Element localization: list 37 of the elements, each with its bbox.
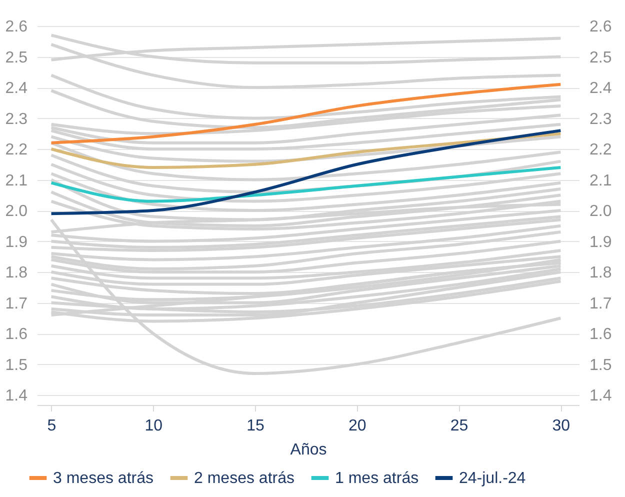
x-tick-label: 20 bbox=[348, 418, 366, 434]
y-tick-label: 2.4 bbox=[5, 80, 28, 97]
y2-tick-label: 2.0 bbox=[590, 203, 612, 220]
y2-tick-label: 1.7 bbox=[590, 295, 612, 312]
y-tick-label: 1.6 bbox=[5, 326, 28, 343]
y-tick-label: 2.2 bbox=[5, 142, 28, 158]
y2-tick-label: 2.5 bbox=[590, 49, 612, 66]
x-axis-title: Años bbox=[290, 442, 327, 458]
y-tick-label: 1.7 bbox=[5, 295, 28, 312]
x-tick-label: 25 bbox=[450, 418, 468, 434]
legend-label: 24-jul.-24 bbox=[459, 470, 526, 487]
y-tick-label: 2.3 bbox=[5, 110, 28, 128]
legend-label: 3 meses atrás bbox=[53, 470, 154, 487]
y2-tick-label: 1.5 bbox=[590, 356, 612, 374]
y-tick-label: 1.5 bbox=[5, 356, 28, 374]
y2-tick-label: 2.6 bbox=[590, 18, 612, 36]
y2-tick-label: 1.8 bbox=[590, 264, 612, 282]
y2-tick-label: 2.1 bbox=[590, 172, 612, 190]
y2-tick-label: 2.4 bbox=[590, 80, 612, 97]
x-tick-label: 10 bbox=[144, 418, 163, 434]
y2-tick-label: 1.9 bbox=[590, 234, 612, 251]
y-tick-label: 2.0 bbox=[5, 203, 28, 220]
legend-label: 1 mes atrás bbox=[335, 470, 419, 487]
y2-tick-label: 2.3 bbox=[590, 110, 612, 128]
y-tick-label: 1.9 bbox=[5, 234, 28, 251]
legend-label: 2 meses atrás bbox=[194, 470, 294, 487]
y-tick-label: 2.1 bbox=[5, 172, 28, 190]
x-tick-label: 5 bbox=[47, 418, 56, 434]
y-tick-label: 1.8 bbox=[5, 264, 28, 282]
y2-tick-label: 2.2 bbox=[590, 142, 612, 158]
y2-tick-label: 1.6 bbox=[590, 326, 612, 343]
y-tick-label: 2.6 bbox=[5, 18, 28, 36]
x-tick-label: 30 bbox=[552, 418, 570, 434]
y-tick-label: 2.5 bbox=[5, 49, 28, 66]
y-tick-label: 1.4 bbox=[5, 388, 28, 404]
x-tick-label: 15 bbox=[246, 418, 265, 434]
y2-tick-label: 1.4 bbox=[590, 388, 612, 404]
